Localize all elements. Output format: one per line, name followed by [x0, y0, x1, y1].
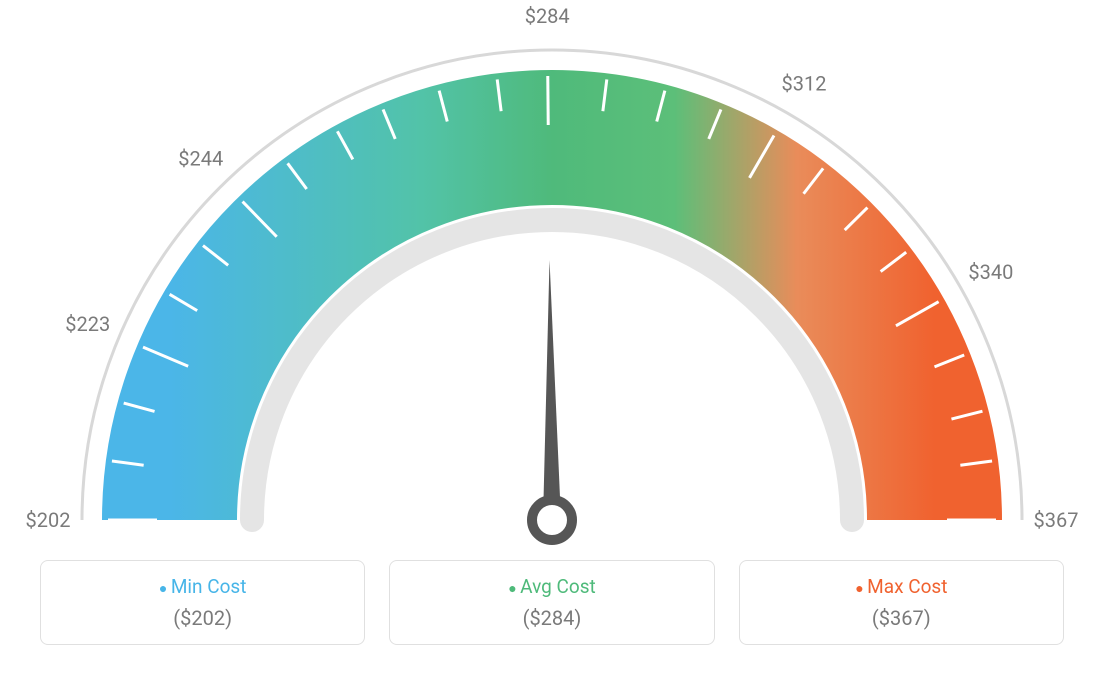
- legend-card-max: Max Cost ($367): [739, 560, 1064, 645]
- legend-card-avg: Avg Cost ($284): [389, 560, 714, 645]
- svg-text:$223: $223: [65, 312, 110, 336]
- legend-value-max: ($367): [760, 606, 1043, 630]
- gauge-chart: $202 $223 $244 $284 $312 $340 $367: [0, 0, 1104, 560]
- svg-text:$340: $340: [968, 260, 1013, 284]
- svg-text:$202: $202: [26, 508, 71, 532]
- legend-title-avg: Avg Cost: [410, 575, 693, 598]
- svg-text:$312: $312: [782, 72, 827, 96]
- legend-row: Min Cost ($202) Avg Cost ($284) Max Cost…: [0, 560, 1104, 645]
- gauge-svg: $202 $223 $244 $284 $312 $340 $367: [0, 0, 1104, 560]
- svg-text:$244: $244: [178, 147, 223, 171]
- legend-value-avg: ($284): [410, 606, 693, 630]
- legend-value-min: ($202): [61, 606, 344, 630]
- svg-text:$367: $367: [1034, 508, 1079, 532]
- legend-card-min: Min Cost ($202): [40, 560, 365, 645]
- svg-text:$284: $284: [525, 4, 570, 28]
- legend-title-max: Max Cost: [760, 575, 1043, 598]
- legend-title-min: Min Cost: [61, 575, 344, 598]
